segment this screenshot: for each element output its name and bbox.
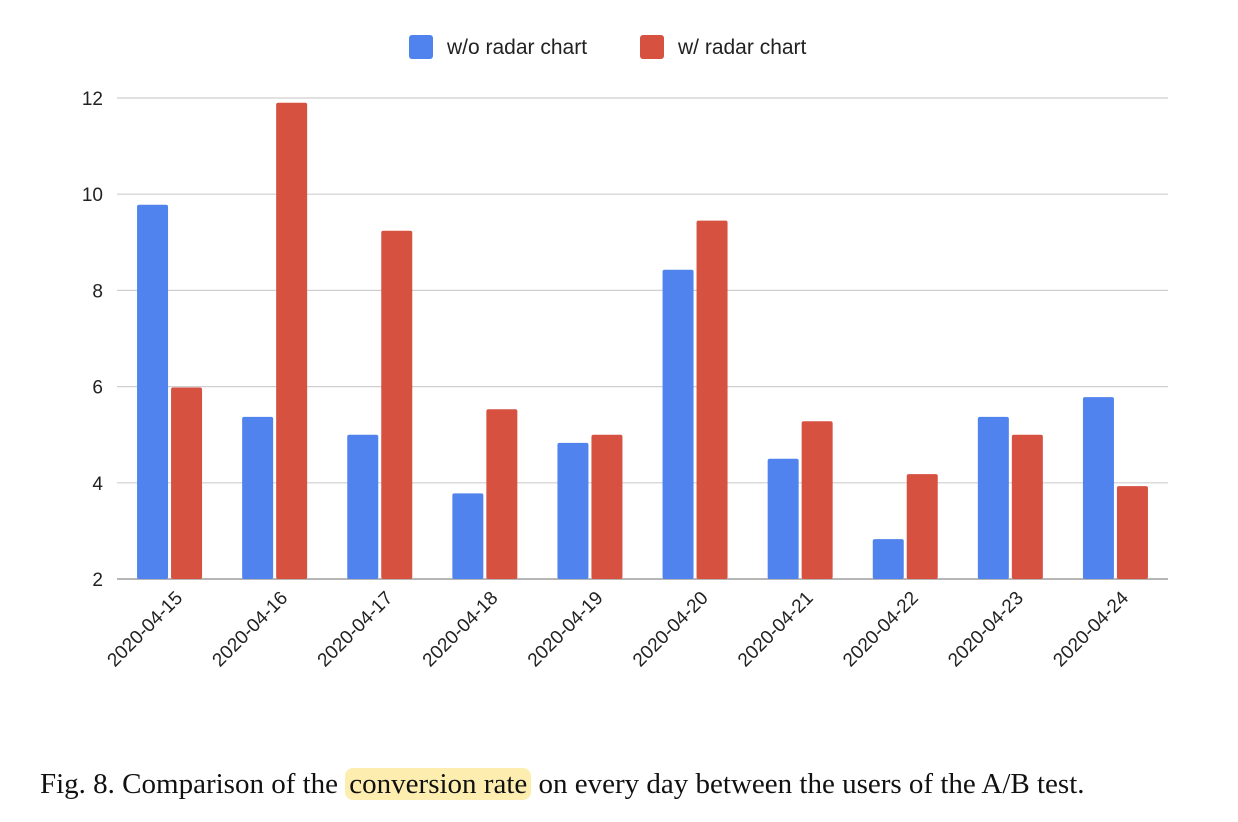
y-tick-label: 2 <box>92 570 103 591</box>
bar-without-radar <box>137 204 169 580</box>
grid <box>117 97 1168 580</box>
caption-highlight: conversion rate <box>345 768 532 800</box>
caption-suffix: on every day between the users of the A/… <box>531 768 1085 800</box>
bar-with-radar <box>276 102 308 579</box>
x-tick-label: 2020-04-18 <box>419 588 503 672</box>
x-tick-label: 2020-04-16 <box>209 588 293 672</box>
bar-without-radar <box>1082 397 1114 579</box>
bar-without-radar <box>767 458 799 579</box>
figure-caption: Fig. 8. Comparison of the conversion rat… <box>40 768 1220 801</box>
bar-with-radar <box>591 434 623 579</box>
bar-with-radar <box>1011 434 1043 579</box>
bar-without-radar <box>662 269 694 579</box>
bar-with-radar <box>381 230 413 580</box>
bar-with-radar <box>1116 486 1148 579</box>
x-tick-label: 2020-04-21 <box>734 588 818 672</box>
y-tick-label: 4 <box>92 474 103 495</box>
bar-with-radar <box>906 474 938 579</box>
x-tick-label: 2020-04-15 <box>104 588 188 672</box>
x-tick-label: 2020-04-19 <box>524 588 608 672</box>
bar-without-radar <box>977 416 1009 579</box>
legend-label: w/ radar chart <box>677 36 807 59</box>
bar-without-radar <box>347 434 379 579</box>
bar-without-radar <box>557 442 589 579</box>
x-axis-ticks: 2020-04-15 2020-04-16 2020-04-17 2020-04-18… <box>104 587 1134 671</box>
y-tick-label: 6 <box>92 378 103 399</box>
legend-label: w/o radar chart <box>446 36 587 59</box>
bar-without-radar <box>242 416 274 579</box>
bar-with-radar <box>171 387 203 579</box>
x-tick-label: 2020-04-24 <box>1049 587 1133 671</box>
legend-swatch <box>640 35 664 59</box>
bars <box>137 102 1148 580</box>
y-tick-label: 10 <box>82 185 103 206</box>
caption-prefix: Fig. 8. Comparison of the <box>40 768 346 800</box>
bar-without-radar <box>872 539 904 579</box>
bar-without-radar <box>452 493 484 579</box>
bar-with-radar <box>486 409 518 579</box>
y-tick-label: 12 <box>82 89 103 110</box>
x-tick-label: 2020-04-20 <box>629 588 713 672</box>
y-tick-label: 8 <box>92 281 103 302</box>
legend: w/o radar chart w/ radar chart <box>409 35 807 59</box>
bar-with-radar <box>801 421 833 579</box>
legend-swatch <box>409 35 433 59</box>
x-tick-label: 2020-04-23 <box>944 588 1028 672</box>
bar-chart: w/o radar chart w/ radar chart 2 4 6 8 10 12 2… <box>82 35 1168 671</box>
bar-with-radar <box>696 220 728 579</box>
x-tick-label: 2020-04-17 <box>314 588 398 672</box>
y-axis-ticks: 2 4 6 8 10 12 <box>82 89 104 591</box>
x-tick-label: 2020-04-22 <box>839 588 923 672</box>
